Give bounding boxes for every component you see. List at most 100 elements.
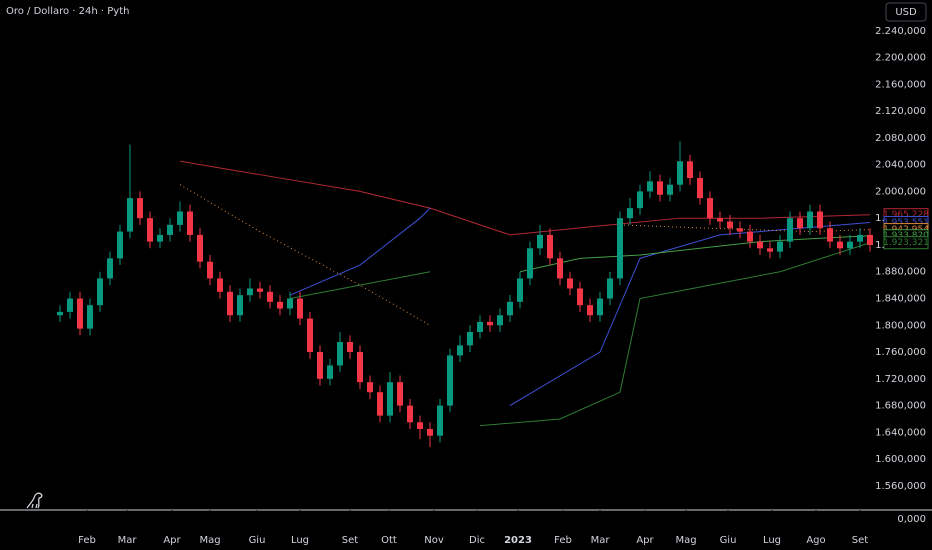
candle-body <box>137 198 143 219</box>
x-tick-label: Ott <box>381 535 397 546</box>
indicator-line <box>179 160 871 236</box>
candle-body <box>797 218 803 229</box>
candle-body <box>827 228 833 242</box>
candle-body <box>747 231 753 242</box>
logo-icon <box>26 492 43 509</box>
logo <box>26 492 43 509</box>
candle-body <box>867 234 873 245</box>
candle-body <box>277 301 283 309</box>
indicator-line <box>289 207 431 296</box>
x-tick-label: Apr <box>163 535 181 546</box>
candle-body <box>457 345 463 356</box>
candle-body <box>587 305 593 316</box>
candle-body <box>87 305 93 329</box>
candle-body <box>107 258 113 279</box>
x-tick-label: Set <box>342 535 359 546</box>
candle-body <box>227 291 233 316</box>
candle-body <box>307 318 313 353</box>
price-label: 1.965,228 <box>883 210 929 220</box>
candle-body <box>767 248 773 252</box>
candle-body <box>657 181 663 195</box>
price-label: 1.933,820 <box>883 231 929 241</box>
candle-body <box>447 355 453 406</box>
y-tick-label: 2.200,000 <box>875 53 926 64</box>
candle-body <box>777 241 783 252</box>
y-tick-label: 1.560,000 <box>875 481 926 492</box>
candle-body <box>397 382 403 406</box>
chart-title: Oro / Dollaro · 24h · Pyth <box>6 6 129 17</box>
candle-body <box>757 241 763 249</box>
y-tick-label: 1.840,000 <box>875 294 926 305</box>
x-tick-label: Feb <box>78 535 96 546</box>
candle-body <box>97 278 103 306</box>
candle-body <box>187 211 193 235</box>
candle-body <box>297 298 303 319</box>
y-tick-label: 1.720,000 <box>875 374 926 385</box>
candle-body <box>637 191 643 209</box>
x-tick-label: Giu <box>249 535 266 546</box>
x-tick-label: Dic <box>469 535 485 546</box>
candle-body <box>667 184 673 195</box>
candle-body <box>497 315 503 326</box>
y-tick-label: 2.160,000 <box>875 79 926 90</box>
candle-body <box>57 311 63 316</box>
candle-body <box>387 382 393 416</box>
candle-body <box>267 291 273 302</box>
x-tick-label: Mar <box>591 535 611 546</box>
candle-body <box>707 198 713 219</box>
candle-body <box>627 208 633 219</box>
currency-button[interactable] <box>885 2 927 22</box>
candle-body <box>287 298 293 309</box>
candle-body <box>317 352 323 379</box>
candle-body <box>607 278 613 299</box>
candle-body <box>477 321 483 332</box>
candle-body <box>737 228 743 232</box>
y-tick-label: 1.800,000 <box>875 320 926 331</box>
x-tick-label: Apr <box>636 535 654 546</box>
candle-body <box>537 234 543 249</box>
candle-body <box>157 234 163 242</box>
candle-body <box>857 234 863 242</box>
candle-body <box>837 241 843 249</box>
x-tick-label: Mar <box>118 535 138 546</box>
candle-body <box>347 342 353 353</box>
candle-body <box>127 198 133 232</box>
y-tick-label: 1.640,000 <box>875 427 926 438</box>
x-tick-label: Feb <box>554 535 572 546</box>
candle-body <box>427 429 433 436</box>
candle-body <box>817 211 823 229</box>
y-tick-label: 1.600,000 <box>875 454 926 465</box>
y-tick-label: 1.880,000 <box>875 267 926 278</box>
candle-body <box>197 234 203 262</box>
candle-body <box>77 298 83 329</box>
currency-label[interactable]: USD <box>895 7 917 18</box>
candle-body <box>547 234 553 259</box>
candle-body <box>117 231 123 259</box>
x-tick-label: Lug <box>763 535 781 546</box>
candle-body <box>327 365 333 379</box>
y-tick-label: 2.080,000 <box>875 133 926 144</box>
candle-body <box>527 248 533 279</box>
x-tick-label: Mag <box>675 535 696 546</box>
indicator-line <box>519 235 871 273</box>
candle-body <box>237 295 243 316</box>
price-label-box <box>883 236 929 250</box>
y-tick-label: 2.120,000 <box>875 106 926 117</box>
candle-body <box>247 288 253 296</box>
indicator-line <box>479 242 871 427</box>
candle-body <box>337 342 343 366</box>
candle-body <box>467 331 473 346</box>
indicator-line <box>289 271 431 299</box>
candle-body <box>677 161 683 185</box>
candle-body <box>687 161 693 179</box>
candle-body <box>377 392 383 416</box>
candle-body <box>167 224 173 235</box>
candle-body <box>207 261 213 279</box>
y-tick-label: 1.760,000 <box>875 347 926 358</box>
indicator-line <box>619 224 871 233</box>
candle-body <box>357 352 363 383</box>
candle-body <box>67 298 73 312</box>
y-tick-label: 1.680,000 <box>875 401 926 412</box>
